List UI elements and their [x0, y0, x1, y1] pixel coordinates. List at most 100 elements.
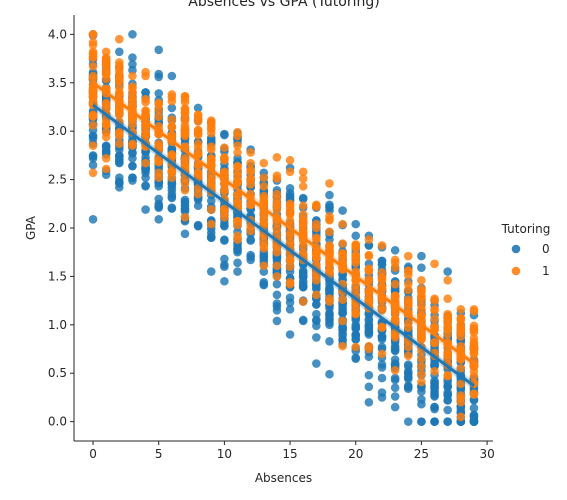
scatter-point-1: [417, 377, 426, 387]
scatter-point-0: [128, 161, 137, 171]
scatter-point-1: [88, 92, 98, 101]
scatter-point-1: [101, 153, 111, 163]
scatter-point-0: [364, 328, 374, 337]
scatter-point-1: [364, 235, 374, 244]
scatter-point-1: [206, 116, 216, 125]
x-ticks: 0 5 10 15 20 25 30: [89, 441, 495, 461]
scatter-point-0: [88, 160, 98, 170]
y-tick-label: 0.0: [48, 415, 67, 429]
scatter-point-0: [154, 45, 164, 55]
scatter-point-1: [417, 354, 426, 364]
scatter-point-1: [364, 344, 374, 354]
scatter-point-0: [390, 373, 400, 383]
scatter-point-0: [167, 192, 177, 202]
scatter-point-0: [403, 381, 413, 391]
scatter-point-0: [285, 293, 295, 303]
scatter-point-1: [206, 124, 216, 134]
scatter-point-1: [351, 251, 361, 261]
scatter-point-1: [351, 241, 361, 250]
scatter-point-1: [88, 141, 98, 150]
scatter-point-1: [312, 248, 321, 258]
scatter-point-1: [259, 211, 269, 220]
scatter-point-0: [285, 330, 295, 339]
scatter-point-1: [456, 379, 466, 389]
scatter-point-1: [403, 342, 413, 352]
scatter-point-1: [403, 318, 413, 328]
points-layer: [88, 30, 479, 426]
scatter-point-1: [430, 338, 439, 348]
scatter-point-0: [377, 388, 387, 397]
scatter-point-1: [298, 248, 308, 258]
x-tick-label: 15: [282, 447, 297, 461]
scatter-point-1: [312, 233, 321, 242]
scatter-point-1: [417, 292, 426, 302]
scatter-point-0: [390, 392, 400, 401]
scatter-point-0: [298, 282, 308, 292]
scatter-point-1: [285, 231, 295, 241]
scatter-point-1: [403, 279, 413, 289]
scatter-point-1: [193, 143, 203, 152]
scatter-point-1: [246, 158, 255, 168]
scatter-point-0: [180, 198, 190, 208]
scatter-point-0: [377, 256, 387, 266]
scatter-point-0: [325, 320, 334, 330]
scatter-point-0: [128, 60, 137, 69]
scatter-point-1: [128, 141, 137, 150]
scatter-point-1: [298, 182, 308, 191]
scatter-point-1: [285, 262, 295, 272]
x-tick-label: 10: [217, 447, 232, 461]
scatter-point-1: [88, 53, 98, 62]
scatter-point-1: [167, 96, 177, 106]
scatter-point-0: [220, 276, 229, 286]
scatter-point-0: [128, 176, 137, 185]
scatter-point-1: [417, 333, 426, 342]
scatter-point-0: [351, 323, 361, 333]
scatter-point-1: [298, 174, 308, 183]
scatter-point-1: [377, 282, 387, 292]
scatter-point-1: [417, 284, 426, 294]
scatter-point-1: [141, 129, 150, 139]
scatter-point-1: [351, 280, 361, 290]
legend-marker-1: [511, 266, 521, 276]
scatter-point-0: [88, 214, 98, 224]
scatter-point-1: [180, 160, 190, 170]
scatter-point-0: [246, 235, 255, 244]
y-tick-label: 4.0: [48, 27, 67, 41]
scatter-point-1: [403, 251, 413, 261]
regression-line-0: [92, 103, 475, 388]
scatter-point-0: [312, 309, 321, 319]
scatter-point-1: [469, 390, 479, 399]
scatter-point-0: [128, 53, 137, 62]
scatter-point-1: [180, 116, 190, 125]
scatter-point-1: [390, 263, 400, 273]
scatter-point-1: [469, 366, 479, 376]
scatter-point-0: [298, 269, 308, 278]
scatter-point-0: [364, 382, 374, 392]
scatter-point-0: [312, 333, 321, 342]
scatter-point-1: [128, 84, 137, 93]
scatter-point-0: [430, 404, 439, 414]
scatter-point-0: [325, 200, 334, 210]
scatter-point-0: [206, 267, 216, 276]
scatter-point-0: [325, 283, 334, 293]
scatter-point-0: [115, 47, 124, 57]
scatter-point-1: [180, 179, 190, 188]
scatter-point-0: [167, 71, 177, 81]
scatter-point-1: [312, 219, 321, 229]
scatter-point-1: [180, 97, 190, 107]
scatter-point-1: [298, 222, 308, 232]
scatter-point-1: [456, 397, 466, 407]
scatter-point-1: [298, 201, 308, 211]
scatter-point-1: [154, 105, 164, 115]
scatter-point-0: [115, 178, 124, 187]
scatter-point-1: [298, 297, 308, 306]
scatter-point-0: [115, 157, 124, 167]
scatter-point-0: [233, 258, 242, 268]
scatter-point-1: [390, 366, 400, 375]
scatter-point-1: [338, 255, 347, 265]
x-tick-label: 30: [479, 447, 494, 461]
scatter-point-0: [141, 165, 150, 175]
scatter-point-1: [101, 98, 111, 108]
scatter-point-1: [259, 198, 269, 208]
